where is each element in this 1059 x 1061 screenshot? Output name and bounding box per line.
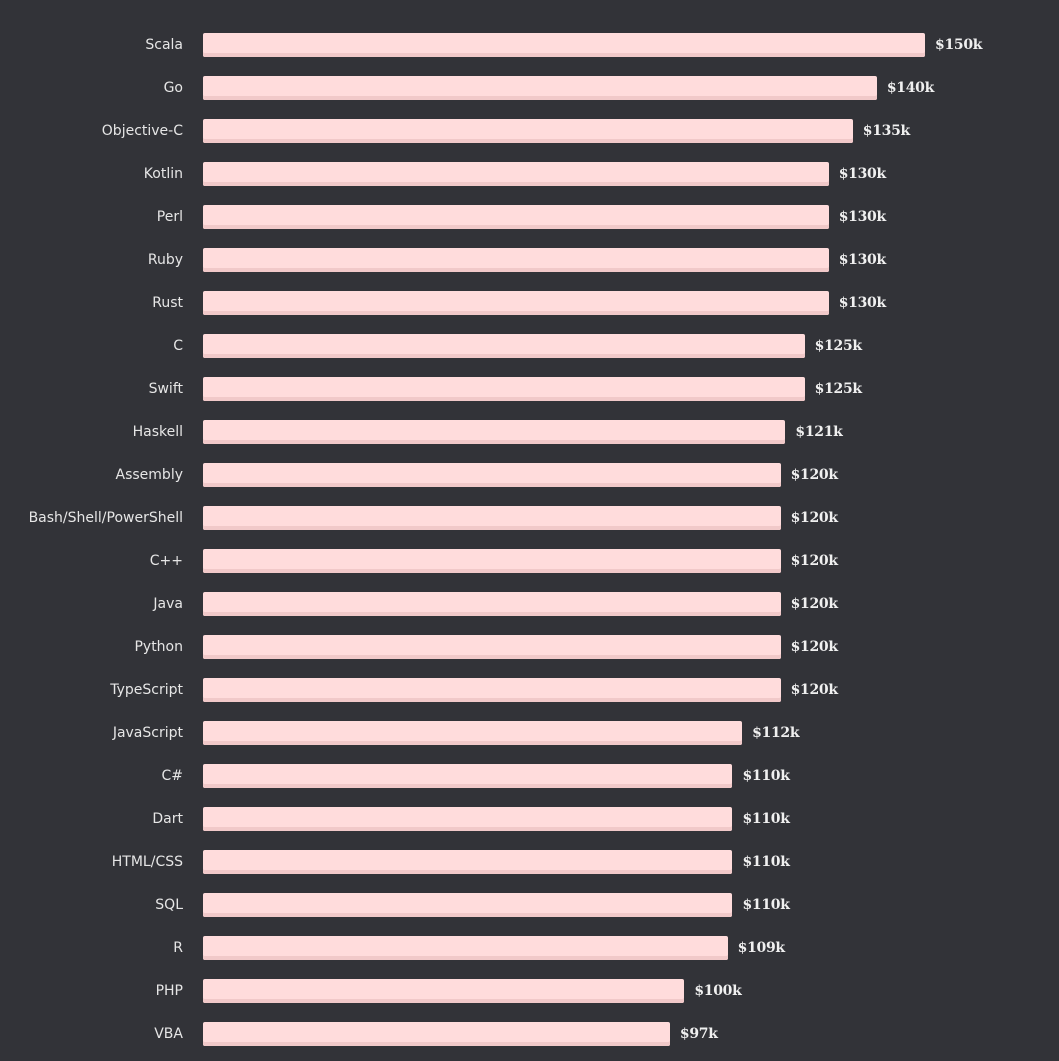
category-label: Scala xyxy=(145,37,183,53)
data-label: $140k xyxy=(886,80,935,96)
category-label: Ruby xyxy=(147,252,183,268)
bar xyxy=(203,119,853,143)
bar xyxy=(203,549,781,573)
category-label: Python xyxy=(134,639,183,655)
data-label: $112k xyxy=(752,725,800,741)
data-label: $130k xyxy=(838,295,886,311)
bar xyxy=(203,678,781,702)
data-label: $135k xyxy=(862,123,910,139)
data-label: $125k xyxy=(814,381,862,397)
data-label: $150k xyxy=(935,37,983,53)
data-label: $120k xyxy=(790,467,838,483)
category-label: C# xyxy=(161,768,183,784)
bar xyxy=(203,291,829,315)
bar xyxy=(203,76,877,100)
bar xyxy=(203,420,786,444)
data-label: $120k xyxy=(790,682,838,698)
data-label: $121k xyxy=(795,424,843,440)
data-label: $130k xyxy=(838,166,886,182)
category-label: Haskell xyxy=(132,424,183,440)
category-label: Bash/Shell/PowerShell xyxy=(28,510,183,526)
category-label: JavaScript xyxy=(112,725,183,741)
data-label: $110k xyxy=(742,897,790,913)
category-label: Assembly xyxy=(115,467,183,483)
bar xyxy=(203,506,781,530)
category-label: TypeScript xyxy=(110,682,183,698)
data-label: $125k xyxy=(814,338,862,354)
data-label: $100k xyxy=(694,983,742,999)
data-label: $120k xyxy=(790,510,838,526)
bar xyxy=(203,721,743,745)
category-label: VBA xyxy=(154,1026,183,1042)
category-label: HTML/CSS xyxy=(111,854,183,870)
bar xyxy=(203,205,829,229)
category-label: Swift xyxy=(148,381,183,397)
data-label: $110k xyxy=(742,811,790,827)
bar xyxy=(203,850,733,874)
category-label: Dart xyxy=(152,811,183,827)
data-label: $120k xyxy=(790,553,838,569)
category-label: Go xyxy=(163,80,183,96)
data-label: $130k xyxy=(838,252,886,268)
category-label: Kotlin xyxy=(143,166,183,182)
bar xyxy=(203,764,733,788)
data-label: $97k xyxy=(679,1026,718,1042)
category-label: PHP xyxy=(155,983,183,999)
category-label: C xyxy=(173,338,183,354)
data-label: $120k xyxy=(790,596,838,612)
bar xyxy=(203,377,805,401)
data-label: $110k xyxy=(742,768,790,784)
bar xyxy=(203,592,781,616)
bar xyxy=(203,807,733,831)
category-label: Java xyxy=(153,596,183,612)
category-label: Perl xyxy=(156,209,183,225)
bar xyxy=(203,936,728,960)
category-label: R xyxy=(173,940,183,956)
bar xyxy=(203,33,925,57)
bar xyxy=(203,463,781,487)
data-label: $120k xyxy=(790,639,838,655)
bar xyxy=(203,248,829,272)
bar xyxy=(203,334,805,358)
category-label: Objective-C xyxy=(101,123,183,139)
data-label: $130k xyxy=(838,209,886,225)
category-label: Rust xyxy=(152,295,183,311)
bar xyxy=(203,979,685,1003)
bar xyxy=(203,893,733,917)
data-label: $109k xyxy=(737,940,785,956)
bar xyxy=(203,1022,670,1046)
bar xyxy=(203,162,829,186)
category-label: SQL xyxy=(155,897,183,913)
data-label: $110k xyxy=(742,854,790,870)
category-label: C++ xyxy=(149,553,183,569)
bar xyxy=(203,635,781,659)
